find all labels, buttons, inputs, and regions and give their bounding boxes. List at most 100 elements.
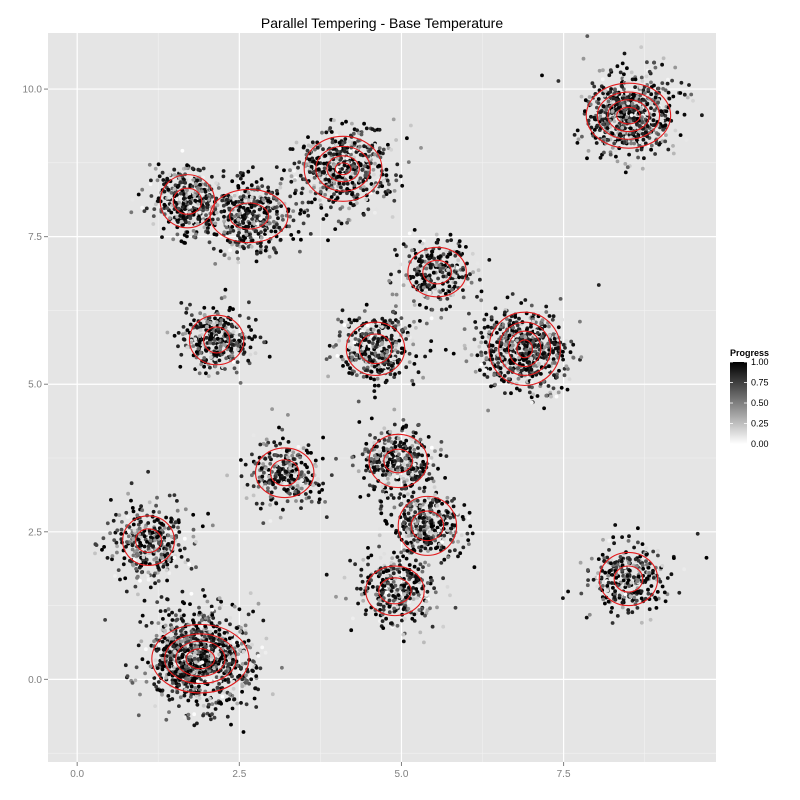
data-point: [267, 455, 272, 459]
data-point: [215, 336, 220, 341]
data-point: [206, 230, 210, 235]
data-point: [228, 240, 233, 245]
data-point: [417, 486, 422, 491]
data-point: [237, 313, 242, 318]
data-point: [218, 249, 223, 254]
data-point: [241, 173, 245, 178]
data-point: [525, 332, 530, 336]
data-point: [627, 568, 632, 573]
data-point: [218, 321, 223, 326]
data-point: [446, 268, 450, 272]
data-point: [241, 221, 246, 225]
data-point: [392, 356, 397, 361]
data-point: [337, 333, 342, 338]
data-point: [416, 452, 421, 457]
data-point: [411, 382, 416, 387]
data-point: [394, 304, 398, 308]
data-point: [405, 453, 410, 458]
data-point: [321, 435, 325, 440]
data-point: [271, 482, 275, 487]
data-point: [256, 654, 261, 658]
data-point: [398, 174, 403, 179]
data-point: [551, 332, 556, 337]
data-point: [133, 584, 138, 589]
data-point: [166, 636, 171, 641]
data-point: [390, 556, 395, 560]
data-point: [177, 176, 182, 181]
data-point: [228, 305, 233, 310]
data-point: [488, 367, 493, 371]
data-point: [235, 173, 240, 178]
data-point: [426, 276, 431, 281]
data-point: [479, 362, 484, 367]
data-point: [308, 232, 313, 236]
data-point: [166, 526, 171, 531]
data-point: [401, 462, 406, 467]
data-point: [380, 588, 385, 592]
data-point: [544, 393, 549, 398]
data-point: [386, 438, 391, 443]
data-point: [380, 356, 384, 360]
data-point: [511, 325, 515, 330]
data-point: [553, 346, 558, 351]
data-point: [596, 557, 601, 561]
data-point: [298, 249, 302, 254]
data-point: [151, 222, 156, 226]
data-point: [357, 316, 362, 320]
data-point: [493, 306, 498, 311]
data-point: [529, 324, 533, 329]
data-point: [201, 713, 206, 718]
data-point: [267, 239, 271, 244]
data-point: [224, 618, 229, 623]
data-point: [395, 605, 399, 609]
data-point: [358, 587, 363, 591]
data-point: [473, 369, 478, 374]
data-point: [157, 541, 161, 546]
data-point: [153, 581, 158, 586]
data-point: [421, 520, 426, 525]
data-point: [197, 334, 202, 338]
data-point: [547, 333, 552, 338]
data-point: [417, 608, 422, 612]
data-point: [189, 591, 194, 596]
data-point: [211, 616, 216, 620]
data-point: [271, 219, 276, 224]
data-point: [369, 553, 374, 558]
data-point: [286, 413, 290, 417]
data-point: [564, 364, 569, 369]
data-point: [140, 657, 145, 662]
data-point: [243, 623, 248, 628]
data-point: [298, 455, 302, 460]
data-point: [348, 345, 352, 350]
data-point: [361, 346, 366, 351]
data-point: [408, 446, 412, 451]
data-point: [328, 355, 332, 359]
data-point: [479, 289, 484, 294]
data-point: [184, 306, 189, 311]
data-point: [396, 462, 401, 466]
data-point: [285, 455, 290, 460]
data-point: [404, 556, 409, 561]
data-point: [223, 287, 228, 292]
data-point: [486, 324, 490, 329]
data-point: [631, 575, 636, 580]
data-point: [605, 555, 610, 560]
data-point: [260, 501, 265, 506]
data-point: [201, 166, 206, 171]
data-point: [445, 510, 450, 515]
data-point: [472, 565, 477, 570]
data-point: [264, 466, 268, 471]
data-point: [392, 422, 397, 427]
data-point: [373, 436, 377, 440]
data-point: [252, 696, 257, 701]
data-point: [364, 374, 369, 379]
data-point: [231, 229, 236, 233]
data-point: [165, 562, 170, 567]
data-point: [353, 330, 358, 335]
data-point: [392, 375, 397, 379]
data-point: [278, 515, 283, 520]
data-point: [296, 445, 301, 449]
data-point: [416, 259, 421, 263]
data-point: [628, 557, 632, 562]
data-point: [211, 694, 216, 698]
